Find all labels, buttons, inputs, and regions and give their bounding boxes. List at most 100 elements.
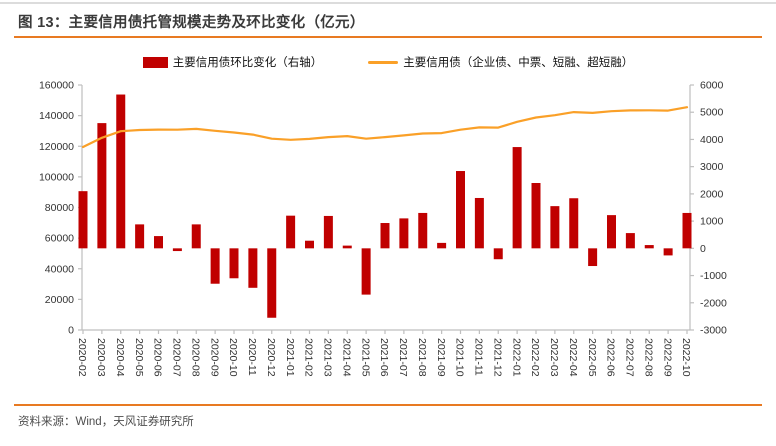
x-tick-label: 2020-09 <box>208 338 220 377</box>
x-tick-label: 2022-03 <box>548 338 560 377</box>
x-tick-label: 2020-03 <box>95 338 107 377</box>
bar <box>210 248 220 284</box>
bar <box>399 218 409 249</box>
chart-legend: 主要信用债环比变化（右轴） 主要信用债（企业债、中票、短融、超短融） <box>0 54 776 70</box>
x-tick-label: 2020-11 <box>246 338 258 376</box>
x-tick-label: 2022-08 <box>642 338 654 377</box>
x-tick-label: 2021-01 <box>284 338 296 377</box>
svg-text:-3000: -3000 <box>700 325 727 337</box>
svg-text:4000: 4000 <box>700 134 724 146</box>
x-tick-label: 2020-06 <box>152 338 164 377</box>
title-rule <box>14 36 762 38</box>
bar <box>323 215 333 249</box>
x-tick-label: 2022-05 <box>586 338 598 377</box>
bar <box>437 242 447 249</box>
x-tick-label: 2022-01 <box>510 338 522 377</box>
bar <box>248 248 258 288</box>
bar <box>493 248 503 260</box>
svg-text:140000: 140000 <box>39 110 74 122</box>
source-note: 资料来源：Wind，天风证券研究所 <box>18 416 194 428</box>
svg-text:3000: 3000 <box>700 161 724 173</box>
bar <box>286 215 296 249</box>
svg-text:6000: 6000 <box>700 80 724 92</box>
svg-text:160000: 160000 <box>39 80 74 92</box>
bar <box>342 245 352 249</box>
svg-text:-2000: -2000 <box>700 297 727 309</box>
bar <box>531 183 541 249</box>
bar <box>97 123 107 249</box>
svg-text:0: 0 <box>68 325 74 337</box>
svg-text:1000: 1000 <box>700 216 724 228</box>
combo-chart: 0200004000060000800001000001200001400001… <box>39 80 727 377</box>
legend-item-line-series: 主要信用债（企业债、中票、短融、超短融） <box>368 54 633 70</box>
bar <box>550 206 560 249</box>
legend-label-bar-series: 主要信用债环比变化（右轴） <box>172 57 323 69</box>
legend-item-bar-series: 主要信用债环比变化（右轴） <box>142 54 323 70</box>
bar <box>682 212 692 249</box>
bar <box>456 171 465 249</box>
top-border <box>0 2 776 4</box>
svg-text:80000: 80000 <box>45 202 74 214</box>
svg-text:5000: 5000 <box>700 107 724 119</box>
bar <box>644 245 654 249</box>
bar <box>305 240 314 249</box>
x-tick-label: 2021-12 <box>491 338 503 377</box>
svg-text:40000: 40000 <box>45 263 74 275</box>
bar <box>267 248 277 318</box>
svg-text:-1000: -1000 <box>700 270 727 282</box>
bar <box>474 197 484 249</box>
x-tick-label: 2020-05 <box>133 338 145 377</box>
line-series <box>81 106 689 149</box>
bar-series <box>78 94 692 318</box>
axis-frame <box>81 85 691 331</box>
x-tick-label: 2022-09 <box>661 338 673 377</box>
bar <box>663 248 673 256</box>
x-tick-label: 2021-03 <box>322 338 334 377</box>
y-axis-left: 0 20000 40000 60000 80000 100000 120000 140000 1… <box>39 80 82 337</box>
bar <box>607 215 616 249</box>
x-tick-label: 2021-07 <box>397 338 409 377</box>
bar-swatch-icon <box>142 56 168 68</box>
line-swatch-icon <box>368 60 399 64</box>
svg-text:2000: 2000 <box>700 188 724 200</box>
svg-text:0: 0 <box>700 243 706 255</box>
x-tick-label: 2022-07 <box>624 338 636 377</box>
bar <box>569 198 579 249</box>
bar <box>116 94 126 249</box>
x-tick-label: 2020-04 <box>114 338 126 377</box>
x-axis: 2020-02 2020-03 2020-04 2020-05 2020-06 2020-… <box>76 330 692 377</box>
x-tick-label: 2020-07 <box>171 338 183 377</box>
x-tick-label: 2022-06 <box>605 338 617 377</box>
x-tick-label: 2021-09 <box>435 338 447 377</box>
footer-rule <box>14 404 762 406</box>
x-tick-label: 2021-05 <box>359 338 371 377</box>
x-tick-label: 2020-10 <box>227 338 239 377</box>
y-axis-right: -3000 -2000 -1000 0 1000 2000 3000 4000 5000 6000 <box>690 80 727 337</box>
bar <box>588 248 598 267</box>
x-tick-label: 2022-04 <box>567 338 579 377</box>
bar <box>361 248 371 295</box>
x-tick-label: 2021-10 <box>454 338 466 377</box>
legend-label-line-series: 主要信用债（企业债、中票、短融、超短融） <box>403 57 634 69</box>
x-tick-label: 2021-02 <box>303 338 315 377</box>
bar <box>191 224 201 249</box>
x-tick-label: 2021-11 <box>473 338 485 376</box>
svg-text:100000: 100000 <box>39 171 74 183</box>
x-tick-label: 2021-06 <box>378 338 390 377</box>
bar <box>135 224 145 249</box>
bar <box>154 236 163 249</box>
bar <box>229 248 239 279</box>
bar <box>512 147 522 249</box>
x-tick-label: 2020-08 <box>189 338 201 377</box>
x-tick-label: 2021-08 <box>416 338 428 377</box>
svg-text:20000: 20000 <box>45 294 74 306</box>
x-tick-label: 2021-04 <box>340 338 352 377</box>
bar <box>418 212 428 249</box>
bar <box>172 248 182 252</box>
svg-text:60000: 60000 <box>45 233 74 245</box>
x-tick-label: 2022-10 <box>680 338 692 377</box>
bar <box>78 191 88 249</box>
bar <box>625 233 635 249</box>
figure-title: 图 13：主要信用债托管规模走势及环比变化（亿元） <box>18 15 365 31</box>
